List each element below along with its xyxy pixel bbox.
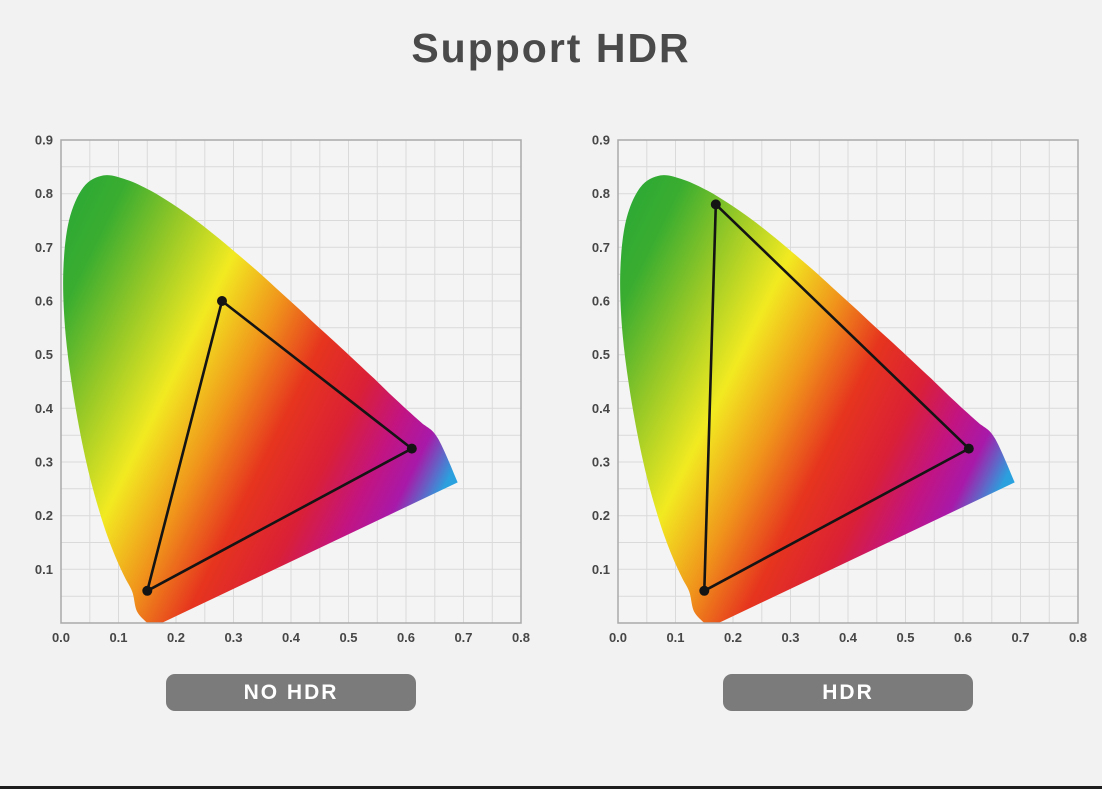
spectral-locus-horseshoe: [63, 175, 458, 623]
x-tick-label: 0.6: [397, 630, 415, 645]
bottom-edge-bar: [0, 786, 1102, 789]
y-tick-label: 0.6: [592, 294, 610, 309]
x-tick-label: 0.8: [512, 630, 530, 645]
x-tick-label: 0.7: [454, 630, 472, 645]
x-tick-label: 0.2: [167, 630, 185, 645]
y-tick-label: 0.4: [35, 401, 54, 416]
spectral-locus-horseshoe: [620, 175, 1015, 623]
x-tick-label: 0.0: [52, 630, 70, 645]
y-tick-label: 0.9: [35, 133, 53, 148]
plot-border: [617, 139, 1079, 624]
chart-block-hdr: 0.0 0.1 0.2 0.3 0.4 0.5 0.6 0.7 0.8 0.1 0.2 0.3 0.4 0…: [573, 128, 1093, 711]
hdr-button[interactable]: HDR: [723, 674, 973, 711]
cie-chromaticity-chart-hdr: 0.0 0.1 0.2 0.3 0.4 0.5 0.6 0.7 0.8 0.1 0.2 0.3 0.4 0…: [592, 133, 1087, 646]
axis-tick-labels: 0.0 0.1 0.2 0.3 0.4 0.5 0.6 0.7 0.8 0.1 0.2 0.3 0.4 0…: [35, 133, 530, 646]
gamut-vertex-dot: [710, 199, 721, 210]
x-tick-label: 0.4: [282, 630, 301, 645]
charts-row: 0.0 0.1 0.2 0.3 0.4 0.5 0.6 0.7 0.8 0.1 0.2 0.3 0.4 0…: [16, 128, 1093, 711]
x-tick-label: 0.4: [839, 630, 858, 645]
y-tick-label: 0.9: [592, 133, 610, 148]
x-tick-label: 0.6: [954, 630, 972, 645]
plot-border: [60, 139, 522, 624]
y-tick-label: 0.2: [592, 508, 610, 523]
gamut-vertex-dot: [699, 585, 710, 596]
chart-block-no-hdr: 0.0 0.1 0.2 0.3 0.4 0.5 0.6 0.7 0.8 0.1 0.2 0.3 0.4 0…: [16, 128, 536, 711]
y-tick-label: 0.8: [592, 186, 610, 201]
gamut-vertex-dot: [406, 443, 417, 454]
axis-tick-labels: 0.0 0.1 0.2 0.3 0.4 0.5 0.6 0.7 0.8 0.1 0.2 0.3 0.4 0…: [592, 133, 1087, 646]
no-hdr-button[interactable]: NO HDR: [166, 674, 416, 711]
gamut-triangle: [699, 199, 974, 596]
y-tick-label: 0.3: [35, 455, 53, 470]
x-tick-label: 0.8: [1069, 630, 1087, 645]
y-tick-label: 0.7: [592, 240, 610, 255]
y-tick-label: 0.4: [592, 401, 611, 416]
gamut-vertex-dot: [142, 585, 153, 596]
gamut-vertex-dot: [217, 296, 227, 306]
y-tick-label: 0.3: [592, 455, 610, 470]
y-tick-label: 0.2: [35, 508, 53, 523]
x-tick-label: 0.0: [609, 630, 627, 645]
x-tick-label: 0.3: [781, 630, 799, 645]
y-tick-label: 0.1: [592, 562, 610, 577]
x-tick-label: 0.1: [666, 630, 684, 645]
x-tick-label: 0.7: [1011, 630, 1029, 645]
y-tick-label: 0.7: [35, 240, 53, 255]
x-tick-label: 0.5: [339, 630, 357, 645]
y-tick-label: 0.8: [35, 186, 53, 201]
x-tick-label: 0.5: [896, 630, 914, 645]
x-tick-label: 0.3: [224, 630, 242, 645]
y-tick-label: 0.5: [35, 347, 53, 362]
y-tick-label: 0.1: [35, 562, 53, 577]
gamut-triangle: [142, 296, 417, 596]
y-tick-label: 0.5: [592, 347, 610, 362]
x-tick-label: 0.1: [109, 630, 127, 645]
x-tick-label: 0.2: [724, 630, 742, 645]
page-title: Support HDR: [411, 25, 691, 71]
y-tick-label: 0.6: [35, 294, 53, 309]
cie-chromaticity-chart-no-hdr: 0.0 0.1 0.2 0.3 0.4 0.5 0.6 0.7 0.8 0.1 0.2 0.3 0.4 0…: [35, 133, 530, 646]
gamut-vertex-dot: [963, 443, 974, 454]
